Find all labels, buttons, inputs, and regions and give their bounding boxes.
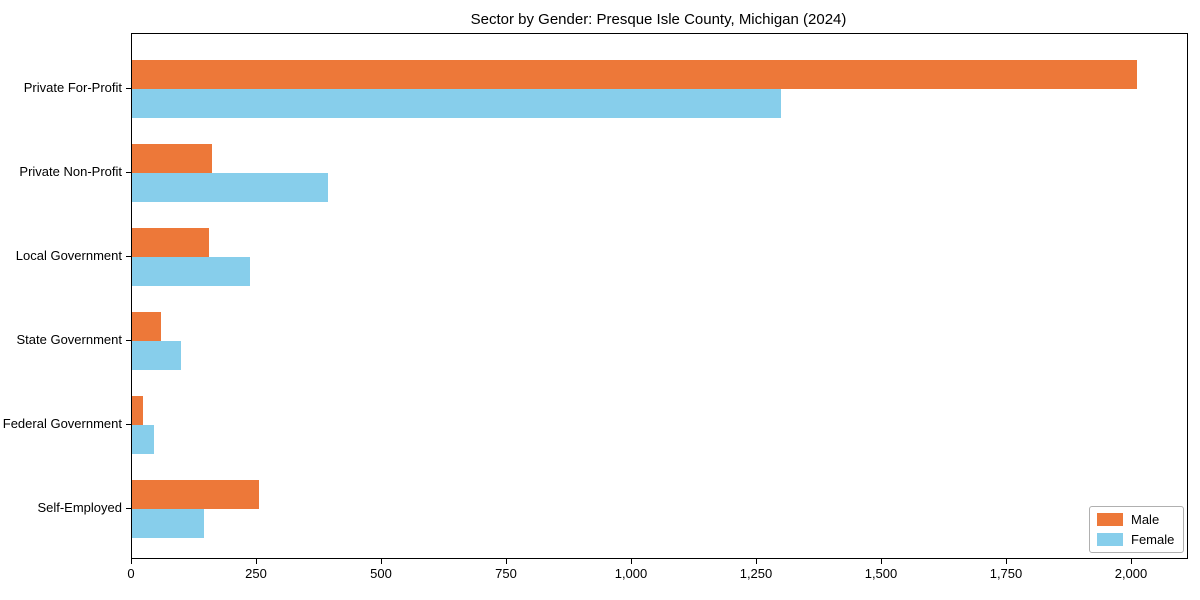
x-tick-mark xyxy=(131,559,132,564)
y-tick-mark xyxy=(126,256,131,257)
x-tick-mark xyxy=(881,559,882,564)
bar-male-local-government xyxy=(132,228,209,257)
y-tick-mark xyxy=(126,88,131,89)
y-tick-label-state-government: State Government xyxy=(16,332,123,347)
bar-male-private-for-profit xyxy=(132,60,1137,89)
legend-swatch-male xyxy=(1097,513,1123,526)
y-tick-label-private-for-profit: Private For-Profit xyxy=(23,80,122,95)
y-tick-mark xyxy=(126,508,131,509)
x-tick-mark xyxy=(1131,559,1132,564)
y-tick-label-private-non-profit: Private Non-Profit xyxy=(19,164,122,179)
x-tick-mark xyxy=(506,559,507,564)
x-tick-mark xyxy=(381,559,382,564)
x-tick-label-1750: 1,750 xyxy=(989,566,1023,581)
x-tick-label-1000: 1,000 xyxy=(614,566,648,581)
bar-female-federal-government xyxy=(132,425,154,454)
x-tick-mark xyxy=(1006,559,1007,564)
y-tick-mark xyxy=(126,340,131,341)
x-tick-label-250: 250 xyxy=(245,566,267,581)
y-tick-mark xyxy=(126,424,131,425)
bar-male-federal-government xyxy=(132,396,143,425)
bar-male-self-employed xyxy=(132,480,259,509)
bar-female-private-for-profit xyxy=(132,89,781,118)
y-tick-label-local-government: Local Government xyxy=(15,248,122,263)
bar-female-private-non-profit xyxy=(132,173,328,202)
bar-male-private-non-profit xyxy=(132,144,212,173)
y-tick-label-self-employed: Self-Employed xyxy=(37,500,122,515)
bar-female-state-government xyxy=(132,341,181,370)
bar-female-self-employed xyxy=(132,509,204,538)
legend-item-female: Female xyxy=(1097,532,1174,547)
bar-female-local-government xyxy=(132,257,250,286)
x-tick-label-1250: 1,250 xyxy=(739,566,773,581)
legend: Male Female xyxy=(1089,506,1185,553)
x-tick-label-2000: 2,000 xyxy=(1114,566,1148,581)
x-tick-mark xyxy=(256,559,257,564)
x-tick-label-750: 750 xyxy=(495,566,517,581)
plot-area xyxy=(131,33,1188,559)
chart-title: Sector by Gender: Presque Isle County, M… xyxy=(470,11,847,28)
x-tick-label-500: 500 xyxy=(370,566,392,581)
bar-male-state-government xyxy=(132,312,161,341)
legend-label-female: Female xyxy=(1131,532,1175,547)
y-tick-label-federal-government: Federal Government xyxy=(2,416,122,431)
x-tick-label-1500: 1,500 xyxy=(864,566,898,581)
y-tick-mark xyxy=(126,172,131,173)
legend-label-male: Male xyxy=(1131,512,1160,527)
x-tick-mark xyxy=(631,559,632,564)
legend-swatch-female xyxy=(1097,533,1123,546)
x-tick-label-0: 0 xyxy=(127,566,135,581)
x-tick-mark xyxy=(756,559,757,564)
legend-item-male: Male xyxy=(1097,512,1174,527)
